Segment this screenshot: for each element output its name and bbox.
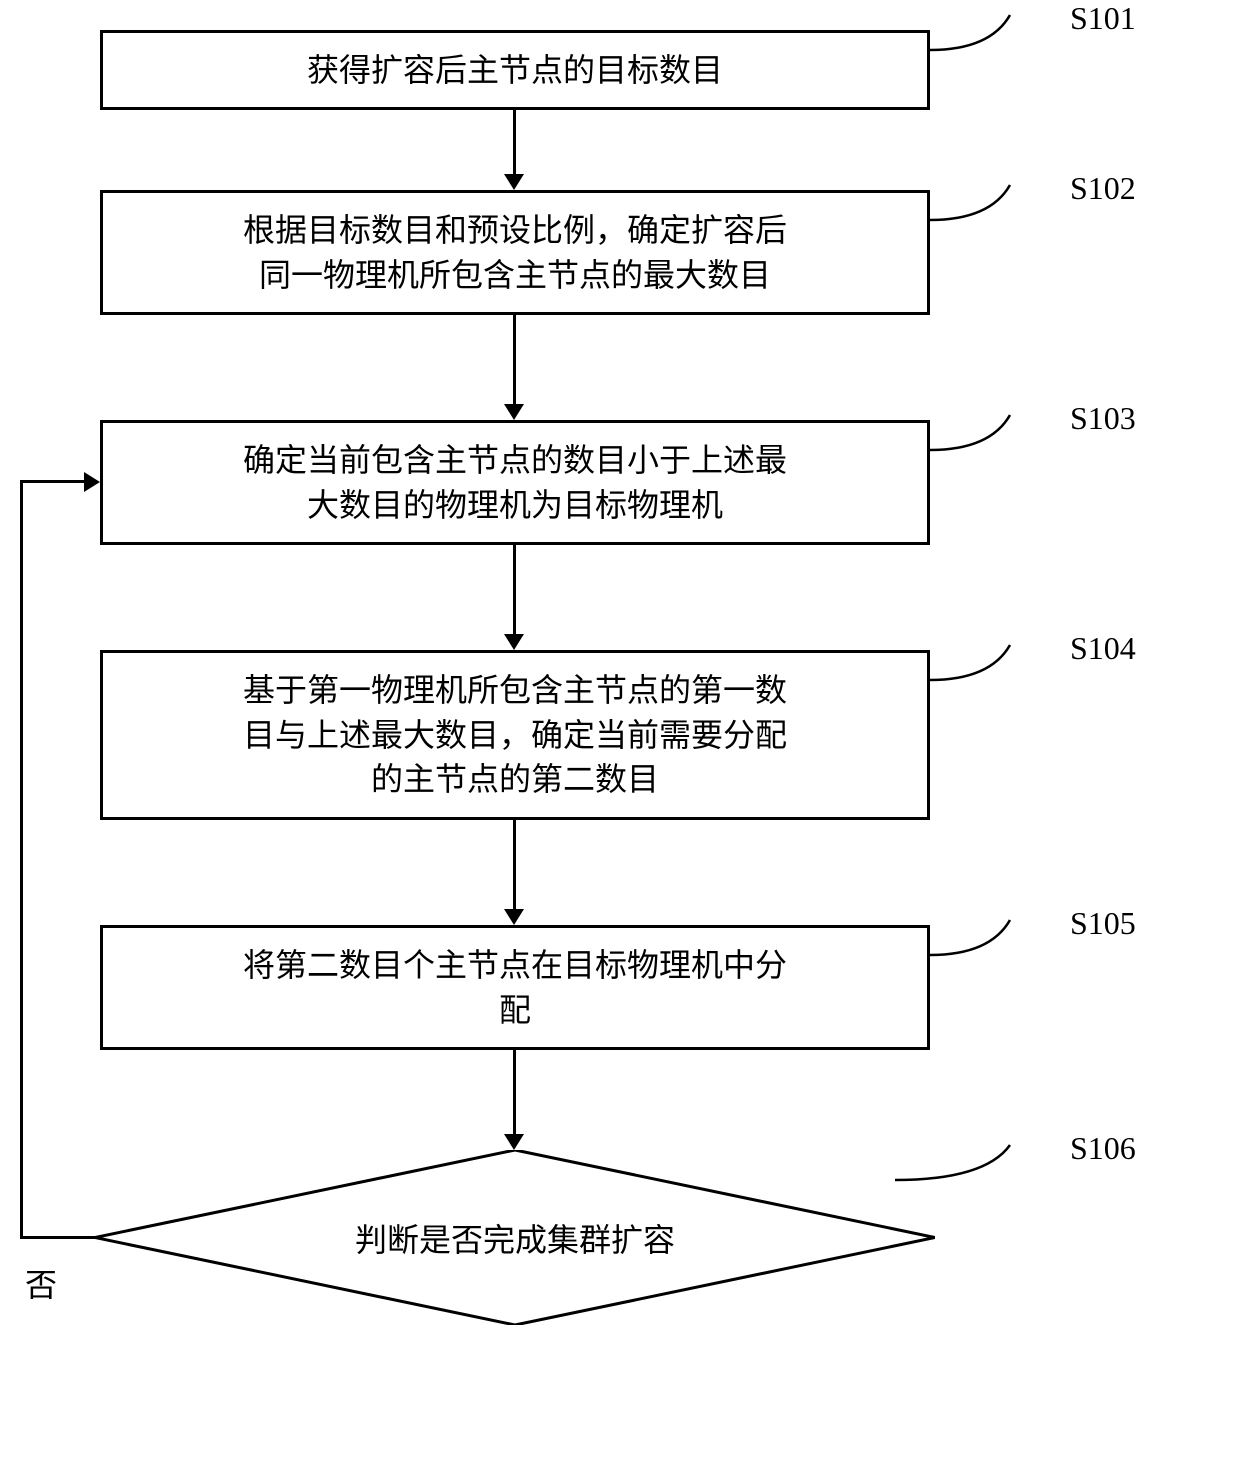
step-label-s105: S105 [1070,905,1136,942]
process-box-s101: 获得扩容后主节点的目标数目 [100,30,930,110]
process-text-wrap: 将第二数目个主节点在目标物理机中分 配 [243,943,787,1033]
arrow-head [504,1134,524,1150]
arrow-head [504,404,524,420]
decision-text: 判断是否完成集群扩容 [95,1215,935,1261]
step-label-s102: S102 [1070,170,1136,207]
arrow-line [513,110,516,174]
arrow-head [504,909,524,925]
loop-arrow-head [84,472,100,492]
step-label-s106: S106 [1070,1130,1136,1167]
arrow-line [513,545,516,634]
process-text-line: 将第二数目个主节点在目标物理机中分 [243,943,787,988]
label-connector-s102 [930,180,1070,240]
process-text-line: 根据目标数目和预设比例，确定扩容后 [243,208,787,253]
arrow-line [513,1050,516,1134]
process-text-wrap: 根据目标数目和预设比例，确定扩容后 同一物理机所包含主节点的最大数目 [243,208,787,298]
arrow-line [513,820,516,909]
arrow-head [504,174,524,190]
process-box-s104: 基于第一物理机所包含主节点的第一数 目与上述最大数目，确定当前需要分配 的主节点… [100,650,930,820]
process-box-s102: 根据目标数目和预设比例，确定扩容后 同一物理机所包含主节点的最大数目 [100,190,930,315]
label-connector-s101 [930,10,1070,70]
loop-line-vertical [20,480,23,1239]
process-text-line: 目与上述最大数目，确定当前需要分配 [243,713,787,758]
process-text-line: 基于第一物理机所包含主节点的第一数 [243,668,787,713]
process-text: 获得扩容后主节点的目标数目 [307,48,723,93]
decision-no-label: 否 [25,1260,57,1306]
process-text-line: 配 [243,988,787,1033]
process-box-s105: 将第二数目个主节点在目标物理机中分 配 [100,925,930,1050]
loop-line-horizontal-bottom [20,1236,95,1239]
process-text-line: 同一物理机所包含主节点的最大数目 [243,253,787,298]
process-text-wrap: 确定当前包含主节点的数目小于上述最 大数目的物理机为目标物理机 [243,438,787,528]
step-label-s104: S104 [1070,630,1136,667]
step-label-s101: S101 [1070,0,1136,37]
step-label-s103: S103 [1070,400,1136,437]
decision-diamond-s106: 判断是否完成集群扩容 [95,1150,935,1325]
process-text-line: 的主节点的第二数目 [243,757,787,802]
process-box-s103: 确定当前包含主节点的数目小于上述最 大数目的物理机为目标物理机 [100,420,930,545]
process-text-line: 大数目的物理机为目标物理机 [243,483,787,528]
label-connector-s104 [930,640,1070,700]
label-connector-s106 [895,1140,1070,1200]
label-connector-s105 [930,915,1070,975]
loop-line-horizontal-top [20,480,84,483]
arrow-head [504,634,524,650]
label-connector-s103 [930,410,1070,470]
process-text-line: 确定当前包含主节点的数目小于上述最 [243,438,787,483]
process-text-wrap: 基于第一物理机所包含主节点的第一数 目与上述最大数目，确定当前需要分配 的主节点… [243,668,787,802]
arrow-line [513,315,516,404]
